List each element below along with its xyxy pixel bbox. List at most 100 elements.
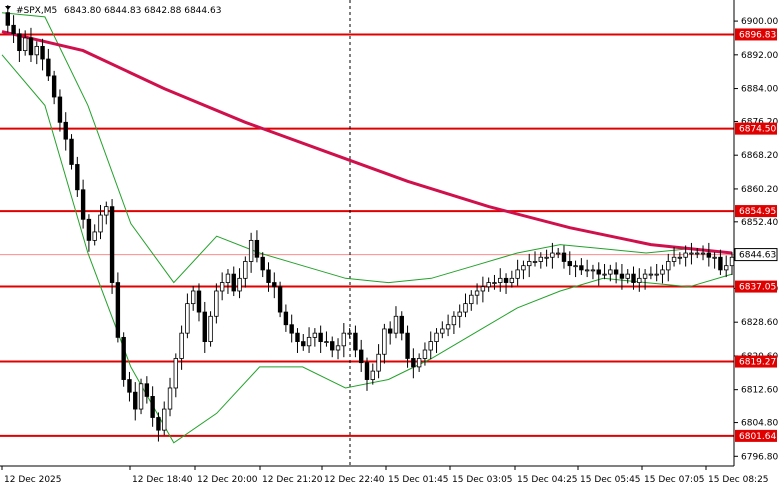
candle-body	[596, 269, 601, 275]
candle-body	[619, 273, 625, 279]
level-label: 6837.05	[739, 283, 776, 293]
candle-body	[138, 383, 144, 410]
candle-body	[98, 214, 103, 233]
ma-line	[1, 30, 733, 255]
candle-body	[127, 379, 132, 393]
x-tick-label: 12 Dec 2025	[4, 475, 62, 485]
candle-body	[509, 277, 515, 283]
level-label: 6854.95	[739, 207, 776, 217]
candle-body	[642, 273, 648, 279]
current-price-marker: 6844.63	[734, 248, 778, 262]
candle-body	[503, 277, 509, 283]
candle-body	[573, 265, 578, 268]
candle-body	[92, 231, 97, 241]
level-label: 6801.64	[739, 432, 776, 442]
candle-body	[625, 273, 630, 279]
candle-body	[364, 362, 370, 380]
candle-body	[521, 265, 526, 271]
candle-body	[695, 252, 700, 255]
candle-body	[463, 303, 468, 313]
candle-body	[515, 269, 520, 279]
candle-body	[34, 45, 39, 56]
watermark-brand: instaforex	[42, 445, 214, 480]
candle-body	[631, 273, 636, 283]
x-tick-label: 12 Dec 21:20	[262, 475, 323, 485]
candle-body	[393, 315, 399, 334]
level-label: 6819.27	[739, 358, 776, 368]
candle-body	[335, 345, 341, 351]
candle-body	[260, 256, 265, 271]
axis-frame	[0, 0, 735, 467]
candle-body	[190, 290, 196, 305]
candles	[5, 5, 735, 442]
ohlc-values: 6843.80 6844.83 6842.88 6844.63	[64, 6, 221, 16]
candle-body	[718, 256, 723, 271]
candle-body	[254, 239, 260, 258]
candle-body	[567, 261, 572, 267]
y-tick-label: 6804.80	[741, 419, 778, 429]
candle-body	[498, 277, 503, 283]
level-label-bg	[735, 122, 777, 135]
y-tick-label: 6900.00	[741, 17, 778, 27]
candle-body	[63, 121, 68, 140]
x-tick-label: 15 Dec 05:45	[580, 475, 641, 485]
x-tick-label: 12 Dec 20:00	[197, 475, 258, 485]
candle-body	[109, 206, 115, 283]
candle-body	[167, 387, 173, 410]
x-tick-label: 15 Dec 03:05	[452, 475, 513, 485]
level-label-bg	[735, 280, 777, 293]
candle-body	[660, 269, 665, 275]
candle-body	[266, 269, 271, 283]
x-axis-ticks: 12 Dec 2025 12 Dec 18:40 12 Dec 20:00 12 De…	[1, 466, 769, 485]
candle-body	[243, 261, 248, 279]
candle-body	[608, 269, 613, 275]
level-label-bg	[735, 429, 777, 442]
candle-body	[382, 328, 387, 355]
candle-body	[28, 37, 34, 56]
y-tick-label: 6892.00	[741, 51, 778, 61]
candle-body	[451, 315, 457, 326]
candle-body	[538, 256, 544, 262]
candle-body	[202, 311, 207, 342]
candle-body	[416, 358, 422, 368]
current-price-label: 6844.63	[739, 251, 776, 261]
candle-body	[272, 282, 277, 288]
candle-body	[445, 324, 451, 330]
candle-body	[376, 353, 381, 372]
candle-body	[677, 256, 683, 259]
candle-body	[312, 332, 318, 338]
candle-body	[434, 332, 439, 342]
candle-body	[283, 311, 289, 326]
moving-average	[1, 30, 733, 255]
candle-body	[648, 273, 654, 276]
candle-body	[683, 252, 688, 258]
candle-body	[474, 290, 480, 296]
candle-body	[341, 332, 347, 347]
candle-body	[301, 341, 306, 347]
candle-body	[527, 261, 532, 267]
candle-body	[75, 164, 80, 191]
candle-body	[115, 282, 121, 338]
candle-body	[289, 324, 294, 334]
candle-body	[469, 294, 474, 305]
x-tick-label: 15 Dec 01:45	[388, 475, 449, 485]
current-price-box	[734, 248, 778, 262]
candle-body	[613, 269, 619, 275]
candle-body	[173, 358, 179, 389]
watermark: instaforex Instant Forex Trading	[6, 445, 214, 489]
candle-body	[457, 311, 462, 317]
level-label-bg	[735, 355, 777, 368]
candle-body	[370, 370, 375, 380]
candle-body	[555, 252, 561, 255]
y-tick-label: 6852.40	[741, 218, 778, 228]
x-tick-label: 12 Dec 22:40	[324, 475, 385, 485]
candle-body	[637, 277, 642, 283]
candle-body	[706, 252, 712, 258]
candle-body	[86, 218, 92, 241]
candle-body	[295, 332, 300, 342]
candle-body	[405, 332, 410, 359]
candle-body	[196, 290, 202, 313]
candle-body	[46, 58, 51, 77]
candle-body	[561, 252, 567, 262]
